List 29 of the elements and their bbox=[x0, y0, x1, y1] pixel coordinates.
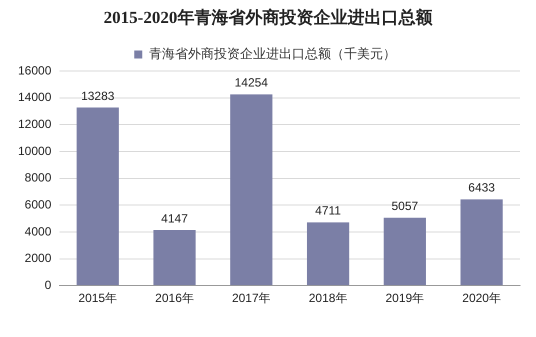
data-label: 4711 bbox=[315, 204, 342, 218]
legend-label: 青海省外商投资企业进出口总额（千美元） bbox=[148, 46, 396, 62]
x-tick-label: 2017年 bbox=[232, 291, 271, 306]
y-tick-label: 0 bbox=[44, 278, 52, 292]
x-tick-label: 2020年 bbox=[462, 291, 501, 306]
x-tick-label: 2015年 bbox=[78, 291, 118, 306]
y-tick-label: 8000 bbox=[24, 170, 52, 185]
data-label: 13283 bbox=[81, 88, 115, 103]
bar bbox=[230, 94, 272, 286]
data-label: 6433 bbox=[468, 180, 496, 195]
bar bbox=[460, 199, 503, 286]
bar bbox=[76, 107, 119, 286]
y-tick-label: 4000 bbox=[24, 224, 52, 238]
x-tick-label: 2016年 bbox=[155, 291, 194, 306]
bar bbox=[384, 218, 426, 286]
chart-title: 2015-2020年青海省外商投资企业进出口总额 bbox=[102, 7, 434, 29]
x-tick-label: 2018年 bbox=[308, 291, 348, 306]
data-label: 5057 bbox=[391, 199, 419, 214]
y-tick-label: 6000 bbox=[24, 197, 52, 212]
y-tick-label: 10000 bbox=[18, 144, 52, 158]
x-tick-label: 2019年 bbox=[385, 291, 424, 306]
y-tick-label: 12000 bbox=[18, 116, 52, 131]
bar bbox=[153, 230, 196, 286]
data-label: 4147 bbox=[161, 211, 188, 226]
y-tick-label: 2000 bbox=[24, 251, 52, 266]
bar bbox=[306, 222, 350, 286]
data-label: 14254 bbox=[234, 76, 268, 90]
y-tick-label: 14000 bbox=[18, 90, 52, 104]
y-tick-label: 16000 bbox=[18, 63, 52, 78]
